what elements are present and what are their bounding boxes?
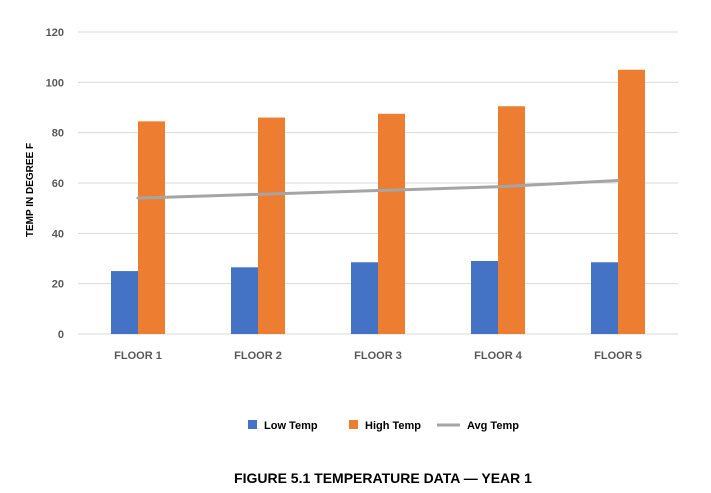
bar-low-temp — [111, 271, 138, 334]
bar-high-temp — [138, 121, 165, 334]
x-tick-label: FLOOR 1 — [114, 350, 162, 362]
legend-label: Low Temp — [264, 420, 318, 432]
x-tick-label: FLOOR 4 — [474, 350, 523, 362]
bar-low-temp — [231, 267, 258, 334]
y-tick-label: 100 — [46, 77, 64, 89]
bar-low-temp — [591, 262, 618, 334]
x-tick-label: FLOOR 5 — [594, 350, 642, 362]
bar-high-temp — [378, 114, 405, 334]
bars-layer — [111, 70, 645, 334]
bar-low-temp — [351, 262, 378, 334]
y-tick-label: 120 — [46, 27, 64, 39]
y-axis-label: TEMP IN DEGREE F — [25, 143, 36, 237]
y-tick-label: 60 — [52, 178, 64, 190]
x-tick-label: FLOOR 3 — [354, 350, 402, 362]
bar-low-temp — [471, 261, 498, 334]
y-tick-label: 20 — [52, 279, 64, 291]
legend-label: High Temp — [365, 420, 421, 432]
legend-swatch — [248, 420, 257, 429]
bar-high-temp — [618, 70, 645, 334]
y-tick-label: 80 — [52, 128, 64, 140]
x-tick-label: FLOOR 2 — [234, 350, 282, 362]
legend-label: Avg Temp — [467, 420, 519, 432]
bar-high-temp — [498, 106, 525, 334]
y-tick-label: 40 — [52, 228, 64, 240]
legend: Low Temp High Temp Avg Temp — [248, 420, 519, 432]
y-tick-label: 0 — [58, 329, 64, 341]
legend-swatch — [349, 420, 358, 429]
chart-title: FIGURE 5.1 TEMPERATURE DATA — YEAR 1 — [234, 470, 532, 486]
bar-high-temp — [258, 118, 285, 334]
